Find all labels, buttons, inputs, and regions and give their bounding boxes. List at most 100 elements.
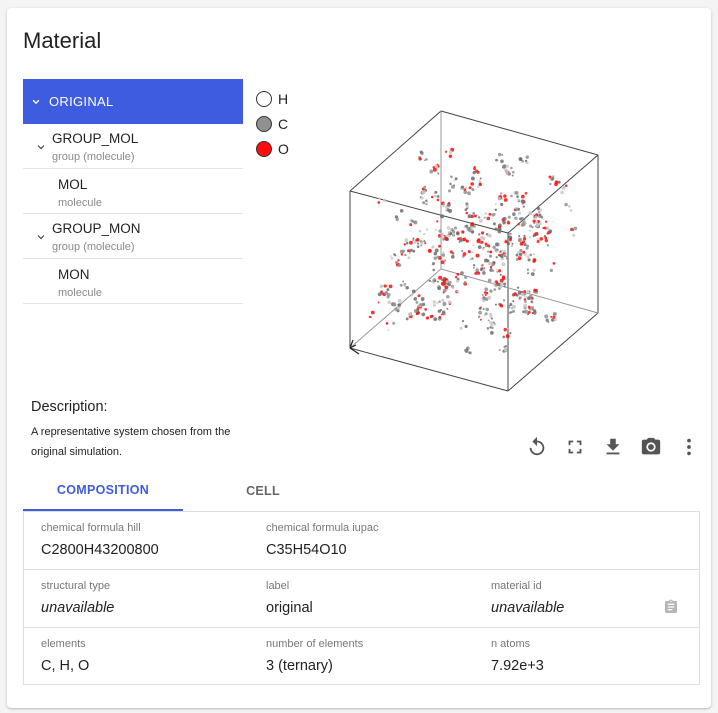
atom [436,198,440,202]
atom [550,318,555,322]
atom [432,300,436,304]
property-label: label [266,580,290,592]
reset-view-button[interactable] [518,434,556,460]
atom [392,302,397,307]
atom [484,242,488,246]
chevron-down-icon[interactable] [35,141,47,153]
atom [423,240,426,243]
atom [505,164,510,168]
atom [526,255,530,259]
download-button[interactable] [594,434,632,460]
atom [495,256,498,259]
atom [433,194,437,198]
atom [377,292,382,297]
atom [453,226,458,230]
tree-item-mon[interactable]: MON molecule [23,259,243,304]
atom [418,229,422,233]
properties-grid: chemical formula hill C2800H43200800 che… [23,511,700,685]
atom [531,297,534,300]
atom [378,197,381,200]
screenshot-button[interactable] [632,434,670,460]
atom [425,202,428,206]
tree-item-subtitle: molecule [58,287,103,299]
atom [419,303,423,307]
atom [520,199,525,204]
legend-item-o: O [256,136,289,161]
camera-icon[interactable] [640,436,662,458]
tab-composition[interactable]: COMPOSITION [23,471,183,511]
atom [512,300,515,303]
more-vertical-icon[interactable] [678,436,700,458]
atom [517,223,520,226]
atom [481,264,484,267]
atom [510,166,513,170]
atom [521,222,526,227]
atom [392,321,396,325]
atom [444,285,449,290]
reset-view-icon[interactable] [526,436,548,458]
legend-label: O [278,140,289,157]
tab-cell[interactable]: CELL [246,484,280,498]
atom [510,311,513,314]
tree-item-mol[interactable]: MOL molecule [23,169,243,214]
atom [507,172,511,176]
atom [505,256,509,260]
atom [484,293,487,296]
fullscreen-button[interactable] [556,434,594,460]
atom [445,280,449,284]
atom [473,167,476,171]
atom [532,253,535,256]
atom [487,244,491,248]
fullscreen-icon[interactable] [564,436,586,458]
atom [441,253,446,257]
tree-item-original[interactable]: ORIGINAL [23,79,243,124]
atom [546,232,549,235]
tree-item-group-mol[interactable]: GROUP_MOL group (molecule) [23,124,243,169]
structure-viewer[interactable] [342,103,617,398]
atom [523,298,527,301]
atom [479,318,482,321]
more-options-button[interactable] [670,434,708,460]
atom [465,211,469,215]
atom [523,303,528,308]
atom [494,208,498,212]
atom [446,307,449,310]
chevron-down-icon[interactable] [35,231,47,243]
atom [459,326,463,330]
tree-item-group-mon[interactable]: GROUP_MON group (molecule) [23,214,243,259]
atom [492,269,495,272]
atom [532,268,536,272]
atom [501,280,504,283]
atom [464,275,468,279]
atom [461,241,464,243]
atom [423,232,426,236]
atom [447,201,451,205]
atom [498,196,501,200]
atom [434,164,438,168]
atom [502,216,507,221]
atom [454,275,458,279]
atom [497,229,502,234]
atom [450,254,455,259]
atom [439,236,444,240]
tree-item-subtitle: molecule [58,197,103,209]
atom [505,334,510,339]
download-icon[interactable] [602,436,624,458]
atom [471,188,475,192]
atom [429,169,434,174]
atom [420,196,424,200]
atom [489,268,493,272]
atom [430,195,434,199]
atom [471,251,474,254]
atom [435,228,437,231]
atom [511,242,514,245]
chevron-down-icon[interactable] [29,95,43,109]
atom [523,234,526,238]
clipboard-icon[interactable] [663,599,679,615]
atom [536,237,539,241]
atom [487,250,490,253]
atom [422,201,426,205]
atom [495,250,498,253]
atom [434,248,439,253]
legend-item-c: C [256,111,289,136]
